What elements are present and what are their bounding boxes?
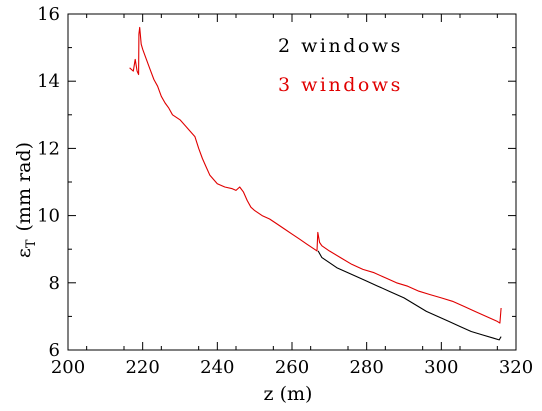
y-tick-label: 10	[37, 206, 60, 227]
x-tick-label: 280	[349, 357, 383, 378]
series-line-3-windows	[129, 26, 502, 324]
plot-frame	[67, 13, 517, 351]
x-tick-label: 260	[275, 357, 309, 378]
y-axis-units: (mm rad)	[13, 142, 35, 231]
tick-labels: 200 220 240 260 280 300 320 6 8 10 12 14 16	[37, 4, 533, 378]
x-tick-label: 220	[125, 357, 159, 378]
y-tick-label: 16	[37, 4, 60, 25]
tick-marks	[67, 13, 517, 351]
series-lines	[129, 26, 502, 341]
y-axis-label: εT (mm rad)	[13, 142, 39, 258]
x-tick-label: 200	[51, 357, 85, 378]
y-tick-label: 8	[49, 273, 60, 294]
x-axis-label: z (m)	[264, 383, 313, 405]
y-axis-subscript: T	[24, 239, 39, 248]
legend-entry-3-windows: 3 windows	[278, 74, 403, 96]
y-tick-label: 12	[37, 138, 60, 159]
y-tick-label: 14	[37, 71, 60, 92]
x-tick-label: 320	[499, 357, 533, 378]
y-axis-symbol: ε	[13, 248, 35, 258]
series-line-2-windows	[317, 250, 502, 341]
svg-text:εT(mm rad): εT (mm rad)	[13, 142, 39, 258]
legend-entry-2-windows: 2 windows	[278, 35, 403, 57]
x-tick-label: 240	[200, 357, 234, 378]
legend: 2 windows 3 windows	[278, 35, 403, 96]
x-tick-label: 300	[424, 357, 458, 378]
y-tick-label: 6	[49, 340, 60, 361]
